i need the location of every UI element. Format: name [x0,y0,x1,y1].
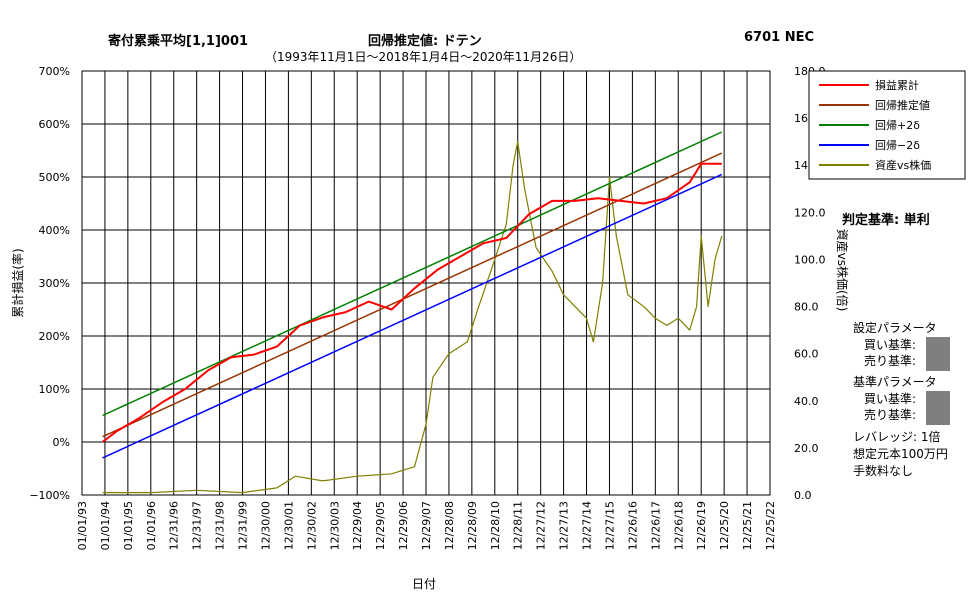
legend-cumulative-label: 損益累計 [875,78,919,92]
legend-upper-label: 回帰+2δ [875,119,920,132]
x-axis: 01/01/93 01/01/94 01/01/95 01/01/96 12/31/96… [76,501,777,550]
x-tick-label: 12/28/09 [466,501,479,550]
right-tick-label: 120.0 [794,206,826,219]
grid [81,70,771,496]
x-tick-label: 12/26/18 [672,501,685,550]
x-tick-label: 12/25/21 [741,501,754,550]
left-tick-label: 300% [39,277,70,290]
fees-label: 手数料なし [853,464,914,478]
chart-subtitle: （1993年11月1日〜2018年1月4日〜2020年11月26日） [265,50,582,64]
base-sell-label: 売り基準: [864,408,917,422]
left-tick-label: 700% [39,65,70,78]
legend-asset-ratio-label: 資産vs株価 [875,158,931,172]
x-tick-label: 12/25/22 [764,501,777,550]
lower-band-line [102,173,723,459]
x-tick-label: 01/01/95 [122,501,135,550]
x-tick-label: 12/29/04 [351,501,364,550]
param-buy-label: 買い基準: [864,338,917,352]
x-tick-label: 12/28/11 [512,501,525,550]
right-tick-label: 100.0 [794,253,826,266]
left-tick-label: 200% [39,330,70,343]
x-tick-label: 12/26/17 [649,501,662,550]
capital-label: 想定元本100万円 [853,447,948,461]
x-tick-label: 12/30/00 [259,501,272,550]
left-tick-label: 600% [39,118,70,131]
x-tick-label: 01/01/96 [145,501,158,550]
series-layer [101,131,723,494]
x-tick-label: 12/30/03 [328,501,341,550]
x-tick-label: 01/01/93 [76,501,89,550]
right-tick-label: 20.0 [794,442,819,455]
x-tick-label: 12/28/08 [443,501,456,550]
x-tick-label: 12/31/96 [168,501,181,550]
x-tick-label: 12/29/07 [420,501,433,550]
y-axis-label-left: 累計損益(率) [10,248,25,317]
right-tick-label: 40.0 [794,395,819,408]
x-tick-label: 12/27/15 [603,501,616,550]
legend-lower-label: 回帰−2δ [875,139,920,152]
x-tick-label: 12/28/10 [489,501,502,550]
x-tick-label: 12/25/20 [718,501,731,550]
right-tick-label: 60.0 [794,348,819,361]
chart-title-center: 回帰推定値: ドテン [368,34,482,49]
x-tick-label: 12/26/19 [695,501,708,550]
x-axis-label: 日付 [412,577,436,591]
param-value-box [926,337,950,371]
base-buy-label: 買い基準: [864,392,917,406]
upper-band-line [102,131,723,417]
x-tick-label: 12/27/12 [535,501,548,550]
chart-title-right: 6701 NEC [744,30,815,45]
criterion-label: 判定基準: 単利 [842,213,930,228]
leverage-label: レバレッジ: 1倍 [853,430,941,444]
x-tick-label: 12/27/14 [581,501,594,550]
x-tick-label: 12/27/13 [558,501,571,550]
right-tick-label: 80.0 [794,301,819,314]
cumulative-pnl-line [101,162,722,443]
x-tick-label: 12/29/06 [397,501,410,550]
left-axis: 700% 600% 500% 400% 300% 200% 100% 0% −100% [29,65,70,502]
chart-title-left: 寄付累乗平均[1,1]001 [108,34,249,49]
base-value-box [926,391,950,425]
param-sell-label: 売り基準: [864,354,917,368]
x-tick-label: 12/31/99 [237,501,250,550]
y-axis-label-right: 資産vs株価(倍) [835,229,850,312]
x-tick-label: 12/29/05 [374,501,387,550]
x-tick-label: 01/01/94 [99,501,112,550]
x-tick-label: 12/31/97 [191,501,204,550]
x-tick-label: 12/30/02 [305,501,318,550]
left-tick-label: 100% [39,383,70,396]
base-heading: 基準パラメータ [853,375,937,389]
x-tick-label: 12/30/01 [282,501,295,550]
x-tick-label: 12/26/16 [626,501,639,550]
asset-ratio-line [102,141,723,494]
left-tick-label: 400% [39,224,70,237]
right-tick-label: 0.0 [794,489,812,502]
param-heading: 設定パラメータ [853,321,937,335]
legend-regression-label: 回帰推定値 [875,98,930,112]
left-tick-label: 500% [39,171,70,184]
left-tick-label: 0% [53,436,70,449]
left-tick-label: −100% [29,489,70,502]
x-tick-label: 12/31/98 [214,501,227,550]
